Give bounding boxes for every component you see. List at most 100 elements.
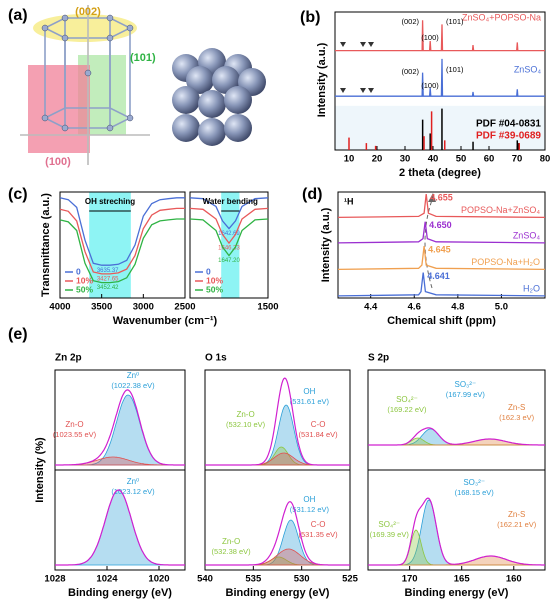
component-name: SO₄²⁻ xyxy=(378,520,400,529)
fit-component xyxy=(55,456,185,466)
peak-label: 1647.20 xyxy=(218,258,240,264)
subplot-title: O 1s xyxy=(205,353,227,364)
peak-label: 4.645 xyxy=(428,244,451,254)
markers xyxy=(340,42,374,93)
x-tick-label: 4000 xyxy=(49,302,70,313)
component-energy: (167.99 eV) xyxy=(446,390,486,399)
x-tick-label: 60 xyxy=(484,154,495,165)
x-tick-label: 165 xyxy=(454,574,471,585)
x-tick-label: 540 xyxy=(197,574,213,585)
component-name: SO₃²⁻ xyxy=(454,380,476,389)
series-line xyxy=(189,218,269,257)
component-energy: (169.39 eV) xyxy=(370,530,410,539)
component-name: OH xyxy=(303,495,315,504)
reference-name: PDF #39-0689 xyxy=(476,131,541,142)
legend-label: 10% xyxy=(206,275,223,285)
plane-100 xyxy=(28,65,90,153)
fit-envelope xyxy=(368,427,545,446)
component-energy: (162.21 eV) xyxy=(497,520,537,529)
legend-label: 0 xyxy=(206,266,211,276)
x-tick-label: 535 xyxy=(245,574,262,585)
panel: 4000 3500 3000 2500 Wavenumber (cm⁻¹) Transmi… xyxy=(8,186,218,327)
y-axis-label: Intensity (a.u.) xyxy=(316,42,328,117)
y-axis-label: Transmittance (a.u.) xyxy=(40,193,52,297)
x-axis-label: Binding energy (eV) xyxy=(405,587,509,599)
fit-envelope xyxy=(55,389,185,466)
x-tick-label: 80 xyxy=(540,154,551,165)
y-axis-label: Intensity (%) xyxy=(34,437,46,503)
plot-frame xyxy=(367,469,546,571)
x-tick-label: 3500 xyxy=(91,302,112,313)
series-line xyxy=(335,58,545,97)
panel-label: (b) xyxy=(300,9,320,26)
x-axis-label: Chemical shift (ppm) xyxy=(387,315,496,327)
x-tick-label: 1024 xyxy=(96,574,118,585)
component-name: SO₃²⁻ xyxy=(463,478,485,487)
peak-annotation: (101) xyxy=(446,17,464,26)
legend-label: 0 xyxy=(76,266,81,276)
series-line xyxy=(337,246,546,271)
nucleus-label: ¹H xyxy=(344,196,354,206)
peak-annotation: (100) xyxy=(421,33,439,42)
x-tick-label: 10 xyxy=(344,154,355,165)
component-energy: (1023.55 eV) xyxy=(53,430,97,439)
peak-annotation: (100) xyxy=(421,81,439,90)
peak-label: 1646.33 xyxy=(218,246,240,252)
plot-frame xyxy=(54,469,186,571)
series-line xyxy=(337,194,546,219)
peak-label: 4.655 xyxy=(430,192,453,202)
component-name: Zn-S xyxy=(508,403,525,412)
panel: 170 165 160 Binding energy (eV) SO₃²⁻(168.15… xyxy=(367,469,546,599)
component-energy: (168.15 eV) xyxy=(455,488,495,497)
component-energy: (169.22 eV) xyxy=(387,405,427,414)
peak-annotation: (101) xyxy=(446,65,464,74)
x-tick-label: 70 xyxy=(512,154,523,165)
series-line xyxy=(189,197,269,230)
fit-envelope xyxy=(205,377,350,466)
component-name: Zn⁰ xyxy=(127,477,140,486)
series-label: ZnSO₄ xyxy=(513,230,541,240)
peak-annotation: (002) xyxy=(401,17,419,26)
panel-label: (e) xyxy=(8,326,28,343)
panel: 540 535 530 525 Binding energy (eV) OH(531.12… xyxy=(197,469,359,599)
x-tick-label: 40 xyxy=(428,154,439,165)
x-axis-label: Binding energy (eV) xyxy=(226,587,330,599)
component-energy: (1022.38 eV) xyxy=(111,381,155,390)
panel: S 2p SO₃²⁻(167.99 eV) SO₄²⁻(169.22 eV) Zn-S… xyxy=(367,353,546,471)
plane-label: (002) xyxy=(75,6,101,18)
series-label: ZnSO₄+POPSO-Na xyxy=(462,12,541,22)
x-tick-label: 50 xyxy=(456,154,467,165)
region-label: Water bending xyxy=(203,197,258,206)
component-name: C-O xyxy=(311,520,326,529)
highlight-band xyxy=(89,192,131,298)
y-axis-label: Intensity (a.u.) xyxy=(320,207,332,282)
x-axis-label: Binding energy (eV) xyxy=(68,587,172,599)
x-tick-label: 5.0 xyxy=(495,302,508,313)
fit-envelope xyxy=(368,497,545,566)
x-tick-label: 1020 xyxy=(148,574,169,585)
series-line xyxy=(335,20,545,52)
peak-label: 3452.42 xyxy=(97,285,119,291)
component-name: C-O xyxy=(311,420,326,429)
plot-frame xyxy=(334,11,546,151)
panel: 1500 0 1642.69 10% 1646.33 50% 1647.20 Water be… xyxy=(189,191,279,313)
series-line xyxy=(189,207,269,245)
component-energy: (532.38 eV) xyxy=(211,547,251,556)
series-label: H₂O xyxy=(523,283,540,293)
fit-component xyxy=(55,489,185,566)
component-energy: (1023.12 eV) xyxy=(111,487,155,496)
peak-label: 3427.65 xyxy=(97,276,119,282)
region-label: OH streching xyxy=(85,197,135,206)
x-tick-label: 4.8 xyxy=(451,302,464,313)
series-line xyxy=(337,221,546,244)
peak-label: 1642.69 xyxy=(218,231,240,237)
x-tick-label: 4.4 xyxy=(364,302,378,313)
legend-label: 50% xyxy=(76,284,93,294)
sphere-packing xyxy=(172,48,266,146)
atoms xyxy=(41,14,134,132)
panel-label: (d) xyxy=(302,186,322,203)
series-label: POPSO-Na+H₂O xyxy=(471,257,540,267)
highlight-band xyxy=(221,192,240,298)
plane-label: (100) xyxy=(45,156,71,168)
